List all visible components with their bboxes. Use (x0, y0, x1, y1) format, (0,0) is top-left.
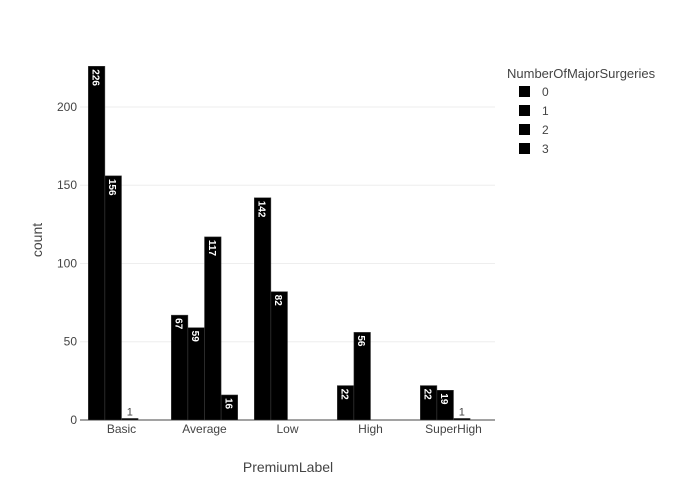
y-tick-label: 50 (64, 335, 78, 349)
x-tick-label: SuperHigh (425, 422, 482, 436)
bar[interactable] (254, 197, 272, 421)
bar-data-label: 67 (173, 318, 184, 330)
legend-swatch (519, 86, 530, 97)
legend-label: 1 (542, 104, 549, 118)
legend-swatch (519, 143, 530, 154)
bar-data-label: 19 (438, 393, 449, 405)
y-tick-label: 200 (57, 100, 77, 114)
legend-label: 3 (542, 142, 549, 156)
bar-data-label: 226 (90, 69, 101, 86)
bars (88, 66, 471, 421)
y-axis-title: count (29, 223, 45, 257)
x-tick-label: Basic (107, 422, 136, 436)
bar[interactable] (104, 175, 122, 421)
bar[interactable] (353, 332, 371, 421)
bar-data-label: 16 (222, 398, 233, 410)
bar[interactable] (204, 236, 222, 421)
legend-item[interactable]: 3 (519, 142, 549, 156)
bar-data-label: 56 (355, 335, 366, 347)
bar-data-label: 1 (127, 406, 133, 418)
y-tick-label: 0 (70, 413, 77, 427)
bar-data-label: 59 (189, 331, 200, 343)
legend-label: 0 (542, 85, 549, 99)
legend-item[interactable]: 1 (519, 104, 549, 118)
x-tick-label: Average (182, 422, 227, 436)
bar-labels: 226 156 1 67 59 117 16 142 82 22 56 22 19 1 (90, 69, 465, 418)
x-tick-label: High (358, 422, 383, 436)
bar-data-label: 156 (106, 179, 117, 196)
x-tick-label: Low (276, 422, 298, 436)
bar[interactable] (88, 66, 106, 421)
bar-data-label: 22 (422, 389, 433, 401)
bar[interactable] (171, 314, 189, 421)
legend-item[interactable]: 0 (519, 85, 549, 99)
bar-data-label: 142 (256, 201, 267, 218)
bar-data-label: 117 (206, 240, 217, 257)
bar-data-label: 82 (272, 295, 283, 307)
bar[interactable] (436, 390, 454, 421)
y-tick-label: 100 (57, 256, 77, 270)
x-axis-title: PremiumLabel (243, 459, 333, 475)
bar[interactable] (453, 418, 471, 421)
legend-label: 2 (542, 123, 549, 137)
x-axis-ticks: Basic Average Low High SuperHigh (107, 422, 482, 436)
legend-title: NumberOfMajorSurgeries (507, 66, 656, 81)
bar[interactable] (270, 291, 288, 421)
y-tick-label: 150 (57, 178, 77, 192)
legend[interactable]: NumberOfMajorSurgeries 0 1 2 3 (507, 66, 656, 156)
bar-data-label: 1 (459, 406, 465, 418)
bar-data-label: 22 (339, 389, 350, 401)
legend-swatch (519, 105, 530, 116)
bar[interactable] (121, 418, 139, 421)
legend-item[interactable]: 2 (519, 123, 549, 137)
bar[interactable] (220, 394, 238, 421)
y-axis-ticks: 0 50 100 150 200 (57, 100, 77, 427)
legend-swatch (519, 124, 530, 135)
